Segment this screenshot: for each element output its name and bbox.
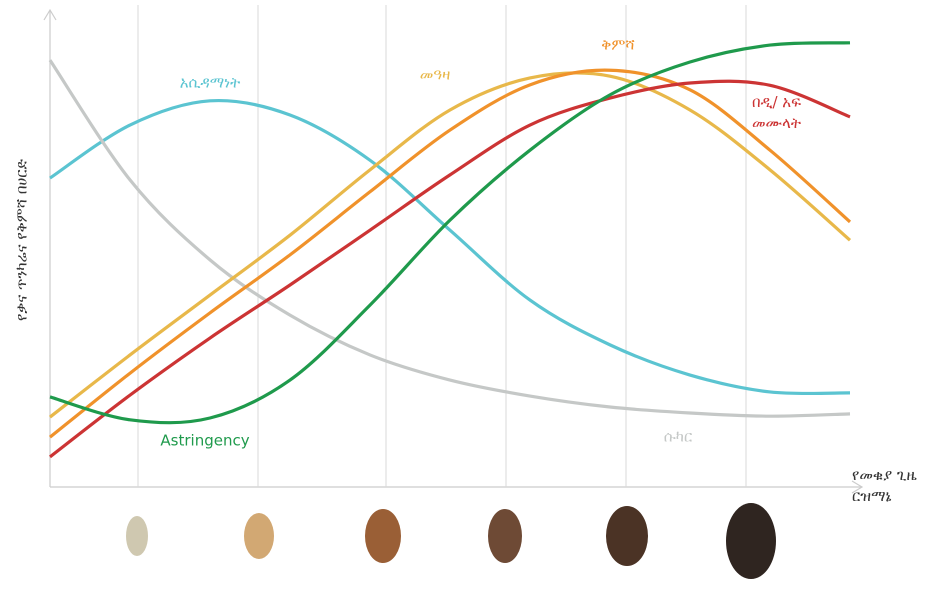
series-line bbox=[49, 41, 851, 425]
series-line bbox=[48, 59, 851, 418]
series-line bbox=[49, 98, 851, 396]
series-label: በዲ/ አፍ መሙላት bbox=[752, 93, 802, 132]
y-axis-label: የቃና ጥንካሬና የቅምሻ በሀርድ bbox=[13, 158, 31, 321]
series-line bbox=[49, 71, 852, 419]
x-arrow bbox=[851, 480, 864, 494]
series-label: ቅምሻ bbox=[601, 36, 635, 54]
series-label: ሱካር bbox=[664, 428, 693, 446]
bean bbox=[126, 516, 148, 556]
bean bbox=[365, 509, 401, 563]
bean bbox=[488, 509, 522, 563]
grid bbox=[137, 5, 747, 487]
bean bbox=[244, 513, 274, 559]
series-line bbox=[49, 79, 851, 459]
bean bbox=[726, 503, 776, 579]
y-arrow bbox=[43, 8, 57, 21]
series-line bbox=[49, 68, 852, 439]
series-label: Astringency bbox=[160, 432, 249, 450]
series-label-box: በዲ/ አፍ መሙላት bbox=[752, 93, 802, 132]
series-label: መዓዛ bbox=[420, 66, 451, 84]
x-axis-label-box: የመቁያ ጊዜ ርዝማኔ bbox=[852, 466, 917, 505]
x-axis-label: የመቁያ ጊዜ ርዝማኔ bbox=[852, 466, 917, 505]
series-label: አሲዳማነት bbox=[180, 74, 240, 92]
beans bbox=[126, 503, 776, 579]
lines bbox=[48, 41, 852, 459]
bean bbox=[606, 506, 648, 566]
